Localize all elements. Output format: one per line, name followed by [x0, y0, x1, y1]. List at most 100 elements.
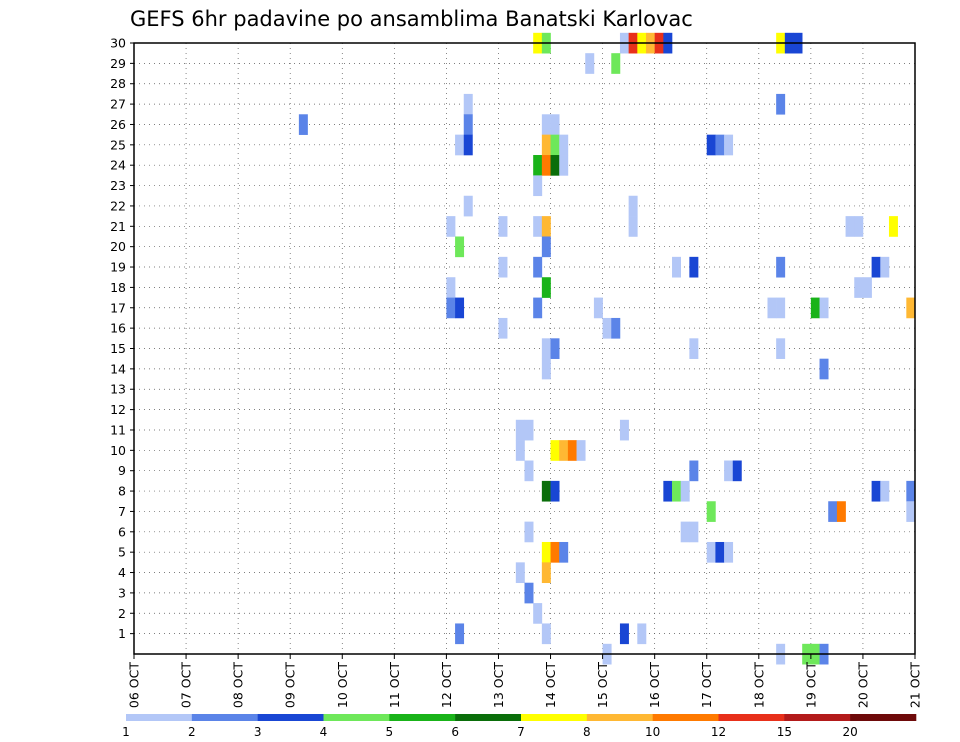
heatmap-cell: [524, 460, 534, 482]
y-tick-label: 16: [110, 321, 126, 336]
heatmap-cell: [724, 134, 734, 156]
x-tick-label: 10 OCT: [335, 662, 350, 708]
x-tick-label: 17 OCT: [699, 662, 714, 708]
x-tick-label: 11 OCT: [387, 662, 402, 708]
heatmap-cell: [498, 256, 508, 278]
heatmap-cell: [550, 541, 560, 563]
heatmap-cell: [680, 480, 690, 502]
heatmap-cell: [715, 541, 725, 563]
heatmap-cell: [689, 256, 699, 278]
heatmap-cell: [906, 297, 916, 319]
heatmap-cell: [672, 480, 681, 502]
x-tick-label: 13 OCT: [491, 662, 506, 708]
y-tick-label: 4: [118, 565, 126, 580]
heatmap-cell: [463, 114, 473, 135]
colorbar-segment: [191, 714, 258, 721]
heatmap-cell: [845, 216, 855, 237]
y-tick-label: 21: [110, 219, 126, 234]
y-tick-label: 24: [110, 158, 126, 173]
y-tick-label: 19: [110, 260, 126, 275]
heatmap-cell: [559, 440, 569, 461]
heatmap-cell: [888, 216, 898, 237]
heatmap-cell: [663, 480, 673, 502]
heatmap-cell: [550, 338, 560, 359]
heatmap-cell: [559, 155, 569, 176]
y-tick-label: 9: [118, 463, 126, 478]
heatmap-cell: [559, 541, 569, 563]
y-tick-label: 27: [110, 97, 126, 112]
heatmap-cell: [871, 256, 881, 278]
heatmap-cell: [541, 480, 551, 502]
y-tick-label: 8: [118, 484, 126, 499]
y-tick-label: 14: [110, 361, 126, 376]
colorbar-label: 5: [386, 725, 394, 739]
heatmap-cell: [776, 93, 786, 115]
colorbar-segment: [784, 714, 851, 721]
colorbar-segment: [455, 714, 522, 721]
y-tick-label: 20: [110, 239, 126, 254]
heatmap-cell: [550, 134, 560, 156]
heatmap-cell: [836, 501, 846, 522]
heatmap-cell: [298, 114, 308, 135]
heatmap-cell: [524, 521, 534, 543]
x-tick-label: 19 OCT: [803, 662, 818, 708]
heatmap-cell: [533, 216, 543, 237]
heatmap-cell: [533, 256, 543, 278]
heatmap-cell: [706, 134, 716, 156]
heatmap-cell: [593, 297, 603, 319]
heatmap-cell: [619, 623, 629, 645]
heatmap-cell: [854, 277, 864, 298]
y-tick-label: 22: [110, 198, 126, 213]
y-tick-label: 12: [110, 402, 126, 417]
heatmap-cell: [541, 358, 551, 380]
heatmap-cell: [463, 93, 473, 115]
y-tick-label: 2: [118, 606, 126, 621]
y-tick-label: 6: [118, 524, 126, 539]
colorbar-label: 1: [122, 725, 130, 739]
heatmap-cell: [724, 460, 734, 482]
heatmap-cell: [541, 338, 551, 359]
heatmap-cell: [819, 297, 829, 319]
y-tick-label: 29: [110, 56, 126, 71]
heatmap-cell: [533, 603, 543, 624]
heatmap-cell: [611, 317, 621, 339]
heatmap-cell: [576, 440, 586, 461]
heatmap-cell: [585, 53, 595, 74]
colorbar-segment: [718, 714, 785, 721]
x-tick-label: 07 OCT: [179, 662, 194, 708]
heatmap-cell: [541, 155, 551, 176]
x-tick-label: 09 OCT: [283, 662, 298, 708]
colorbar-segment: [389, 714, 456, 721]
heatmap-cells: [298, 32, 916, 665]
colorbar-label: 15: [777, 725, 792, 739]
heatmap-cell: [680, 521, 690, 543]
heatmap-cell: [541, 562, 551, 584]
x-tick-label: 08 OCT: [231, 662, 246, 708]
y-tick-label: 28: [110, 76, 126, 91]
heatmap-cell: [533, 297, 543, 319]
x-tick-label: 20 OCT: [855, 662, 870, 708]
colorbar-label: 10: [645, 725, 660, 739]
x-tick-label: 14 OCT: [543, 662, 558, 708]
colorbar-label: 2: [188, 725, 196, 739]
heatmap-cell: [906, 480, 916, 502]
heatmap-cell: [446, 297, 456, 319]
heatmap-cell: [619, 419, 629, 441]
x-axis-ticks: 06 OCT 07 OCT 08 OCT 09 OCT 10 OCT 11 OCT 12 O…: [127, 654, 923, 708]
y-tick-label: 18: [110, 280, 126, 295]
colorbar-legend: 1 2 3 4 5 6 7 8 10 12 15 20: [122, 714, 917, 739]
y-tick-label: 25: [110, 137, 126, 152]
y-tick-label: 7: [118, 504, 126, 519]
heatmap-cell: [611, 53, 621, 74]
heatmap-cell: [776, 338, 786, 359]
heatmap-cell: [515, 440, 525, 461]
heatmap-cell: [880, 480, 890, 502]
colorbar-segment: [850, 714, 917, 721]
heatmap-cell: [533, 175, 543, 197]
heatmap-cell: [455, 236, 465, 258]
heatmap-cell: [524, 582, 534, 604]
heatmap-cell: [628, 216, 638, 237]
heatmap-cell: [541, 541, 551, 563]
colorbar-label: 8: [583, 725, 591, 739]
